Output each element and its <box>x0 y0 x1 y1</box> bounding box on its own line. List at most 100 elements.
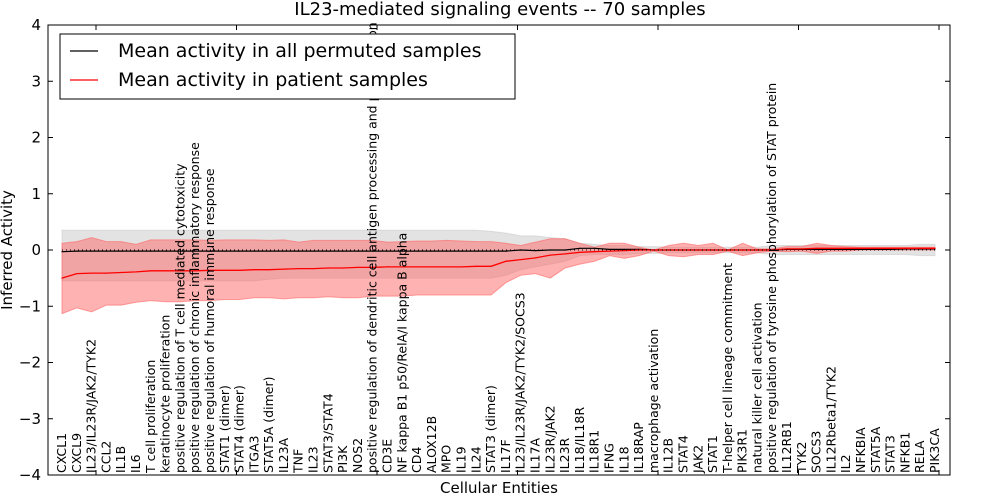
patient-point <box>431 266 433 268</box>
permuted-point <box>860 248 862 251</box>
patient-point <box>283 268 285 270</box>
permuted-point <box>875 248 877 251</box>
patient-point <box>416 266 418 268</box>
permuted-point <box>549 249 551 251</box>
x-tick-label: PI3K <box>335 445 350 473</box>
permuted-point <box>342 250 344 252</box>
x-tick-label: IL12B <box>661 438 676 473</box>
permuted-point <box>105 250 107 252</box>
x-tick-label: NFKB1 <box>897 432 912 473</box>
x-tick-label: STAT5A <box>868 426 883 473</box>
x-tick-label: macrophage activation <box>646 329 661 473</box>
x-tick-label: NFKBIA <box>853 427 868 473</box>
permuted-point <box>830 248 833 251</box>
permuted-point <box>312 250 315 252</box>
permuted-point <box>505 250 507 252</box>
x-tick-label: IL18R1 <box>587 430 602 473</box>
patient-point <box>712 249 714 251</box>
patient-point <box>934 247 936 249</box>
x-tick-label: MPO <box>439 445 454 473</box>
x-tick-label: IL23R <box>557 437 572 473</box>
y-tick-label: 0 <box>31 241 41 259</box>
patient-point <box>357 266 359 269</box>
permuted-point <box>475 250 477 252</box>
permuted-point <box>268 250 270 252</box>
patient-point <box>727 249 729 251</box>
x-tick-label: IL17A <box>528 437 543 473</box>
x-tick-label: TYK2 <box>794 442 809 474</box>
patient-point <box>742 249 744 251</box>
patient-point <box>594 251 596 253</box>
permuted-point <box>90 250 93 252</box>
x-tick-label: ITGA3 <box>246 435 261 473</box>
permuted-point <box>179 250 181 252</box>
x-tick-label: RELA <box>912 440 927 473</box>
y-tick-label: 3 <box>31 72 41 90</box>
permuted-point <box>520 249 522 251</box>
patient-point <box>327 267 329 269</box>
x-tick-label: NOS2 <box>350 438 365 473</box>
x-tick-label: IL12RB1 <box>779 421 794 473</box>
x-tick-label: IL2 <box>838 454 853 473</box>
patient-point <box>386 266 389 268</box>
x-tick-label: CD3E <box>380 439 395 473</box>
x-tick-label: PIK3R1 <box>735 429 750 473</box>
patient-point <box>682 249 685 251</box>
patient-point <box>135 271 137 273</box>
x-tick-label: positive regulation of dendritic cell an… <box>365 22 380 473</box>
permuted-point <box>209 250 211 252</box>
x-tick-label: T-helper cell lineage commitment <box>720 263 735 474</box>
x-tick-label: STAT3 <box>883 435 898 473</box>
x-tick-label: IL12Rbeta1/TYK2 <box>823 366 838 473</box>
y-axis-title: Inferred Activity <box>0 190 16 310</box>
y-tick-label: −1 <box>19 297 41 315</box>
x-tick-label: STAT5A (dimer) <box>261 377 276 473</box>
x-tick-label: positive regulation of tyrosine phosphor… <box>764 83 779 473</box>
patient-mean-line <box>61 247 935 279</box>
x-tick-label: IL1B <box>113 446 128 473</box>
x-tick-label: positive regulation of chronic inflammat… <box>187 142 202 473</box>
permuted-point <box>120 250 122 252</box>
permuted-point <box>150 250 152 252</box>
permuted-point <box>534 249 537 252</box>
x-tick-label: IFNG <box>602 443 617 473</box>
x-tick-label: STAT4 (dimer) <box>232 385 247 473</box>
patient-point <box>653 249 655 251</box>
x-axis-title: Cellular Entities <box>440 479 558 497</box>
x-tick-label: STAT1 <box>705 435 720 473</box>
x-tick-label: CXCL9 <box>69 433 84 473</box>
permuted-point <box>564 249 566 251</box>
permuted-point <box>416 250 418 252</box>
x-tick-label: positive regulation of humoral immune re… <box>202 168 217 473</box>
patient-point <box>890 247 892 249</box>
permuted-point <box>594 247 596 249</box>
chart-title: IL23-mediated signaling events -- 70 sam… <box>294 0 705 20</box>
permuted-point <box>283 250 285 252</box>
x-tick-label: CXCL1 <box>54 433 69 473</box>
patient-point <box>238 269 241 271</box>
patient-point <box>76 273 78 275</box>
permuted-point <box>490 250 492 252</box>
x-tick-label: IL6 <box>128 454 143 473</box>
x-tick-label: IL18RAP <box>631 422 646 473</box>
y-tick-label: 4 <box>31 16 41 34</box>
permuted-point <box>224 250 226 252</box>
patient-point <box>771 249 773 251</box>
patient-point <box>460 266 463 268</box>
patient-point <box>919 247 921 249</box>
permuted-point <box>135 250 137 252</box>
permuted-point <box>386 250 389 252</box>
patient-point <box>564 253 566 255</box>
patient-point <box>312 267 315 270</box>
patient-point <box>179 270 181 272</box>
y-tick-label: 2 <box>31 129 41 147</box>
x-tick-label: CCL2 <box>98 441 113 473</box>
patient-point <box>520 258 522 261</box>
x-tick-label: STAT4 <box>676 435 691 473</box>
x-tick-label: IL18/IL18R <box>572 407 587 473</box>
y-tick-label: 1 <box>31 185 41 203</box>
permuted-point <box>253 250 255 252</box>
patient-point <box>801 248 803 250</box>
patient-point <box>579 251 581 253</box>
patient-point <box>194 270 196 272</box>
